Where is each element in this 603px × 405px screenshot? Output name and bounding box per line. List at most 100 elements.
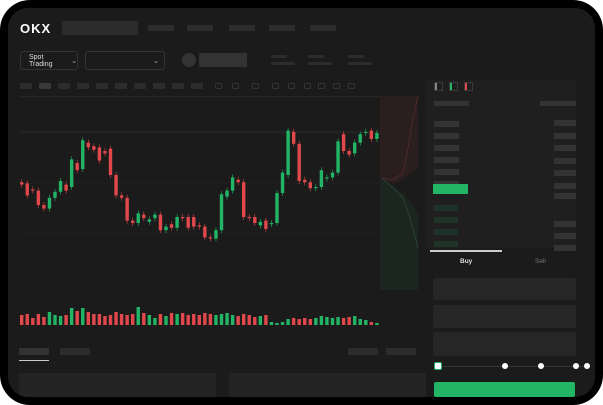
drawing-tool-icon[interactable] (272, 83, 279, 89)
pair-select[interactable]: ⌄ (85, 51, 165, 70)
candle-body (197, 225, 201, 227)
stat-label (308, 55, 324, 58)
slider-track[interactable] (440, 366, 588, 367)
timeframe-button[interactable] (153, 83, 165, 89)
pair-name (199, 53, 247, 67)
orderbook-both-icon[interactable] (434, 82, 443, 91)
timeframe-button[interactable] (39, 83, 51, 89)
drawing-tool-icon[interactable] (215, 83, 222, 89)
volume-bar (153, 318, 157, 325)
nav-item[interactable] (269, 25, 295, 31)
volume-bar (369, 322, 374, 325)
volume-bar (142, 313, 146, 325)
candle-body (242, 182, 246, 217)
candle-body (114, 175, 118, 196)
stat-value (271, 62, 295, 65)
candle-body (225, 190, 229, 197)
drawing-tool-icon[interactable] (348, 83, 355, 89)
candle-body (297, 143, 301, 181)
volume-bar (119, 314, 124, 325)
tab-history[interactable] (60, 348, 90, 355)
nav-item[interactable] (310, 25, 336, 31)
asset-card (229, 373, 426, 397)
drawing-tool-icon[interactable] (232, 83, 239, 89)
bid-amount (554, 221, 576, 227)
candle-body (286, 130, 290, 175)
slider-stop-25[interactable] (502, 363, 508, 369)
tab-underline (19, 360, 49, 361)
timeframe-button[interactable] (191, 83, 203, 89)
volume-bar (186, 315, 190, 325)
tab-open-orders[interactable] (19, 348, 49, 355)
candle-body (131, 220, 135, 223)
candle-body (364, 131, 368, 133)
candlestick-chart[interactable] (8, 8, 595, 397)
filter-button[interactable] (348, 348, 378, 355)
volume-bar (136, 307, 140, 325)
asset-card (19, 373, 216, 397)
volume-bar (330, 318, 335, 325)
tab-sell[interactable]: Sell (535, 258, 546, 265)
volume-bar (53, 315, 57, 325)
volume-bar (203, 313, 207, 325)
volume-bar (297, 319, 301, 325)
slider-stop-50[interactable] (538, 363, 544, 369)
timeframe-button[interactable] (172, 83, 184, 89)
orderbook-buy-icon[interactable] (449, 82, 458, 91)
depth-bids-area (380, 178, 418, 290)
candle-body (42, 205, 46, 209)
candle-body (47, 197, 52, 209)
ask-price (434, 145, 459, 151)
drawing-tool-icon[interactable] (288, 83, 295, 89)
spot-trading-dropdown[interactable]: Spot Trading ⌄ (20, 51, 78, 70)
volume-bar (97, 314, 102, 325)
timeframe-button[interactable] (58, 83, 70, 89)
candle-body (20, 182, 24, 185)
candle-body (58, 181, 63, 192)
tab-buy[interactable]: Buy (460, 258, 473, 265)
nav-item[interactable] (148, 25, 174, 31)
timeframe-button[interactable] (96, 83, 108, 89)
nav-item[interactable] (229, 25, 255, 31)
ask-amount (554, 132, 576, 139)
candle-body (236, 179, 240, 183)
slider-stop-75[interactable] (573, 363, 579, 369)
amount-input[interactable] (433, 305, 576, 328)
drawing-tool-icon[interactable] (333, 83, 340, 89)
candle-body (136, 213, 140, 223)
nav-item[interactable] (187, 25, 213, 31)
candle-body (330, 172, 335, 178)
price-input[interactable] (433, 278, 576, 300)
slider-handle[interactable] (434, 362, 442, 370)
candle-body (25, 183, 29, 196)
search-bar[interactable] (62, 21, 138, 35)
volume-bar (175, 314, 179, 325)
bid-amount (554, 245, 576, 251)
candle-body (119, 195, 124, 198)
total-input[interactable] (433, 332, 576, 356)
timeframe-button[interactable] (115, 83, 127, 89)
candle-body (69, 159, 74, 187)
filter-button[interactable] (386, 348, 416, 355)
timeframe-button[interactable] (134, 83, 146, 89)
orderbook-sell-icon[interactable] (464, 82, 473, 91)
buy-button[interactable] (434, 382, 575, 397)
volume-bar (103, 316, 107, 325)
timeframe-button[interactable] (77, 83, 89, 89)
candle-body (303, 179, 307, 183)
candle-body (269, 223, 274, 225)
ask-amount (554, 145, 576, 151)
timeframe-button[interactable] (20, 83, 32, 89)
drawing-tool-icon[interactable] (252, 83, 259, 89)
volume-bar (319, 316, 324, 325)
drawing-tool-icon[interactable] (318, 83, 325, 89)
volume-bar (208, 314, 213, 325)
volume-bar (131, 314, 135, 325)
volume-bar (197, 315, 201, 325)
slider-stop-100[interactable] (584, 363, 590, 369)
bid-amount (554, 233, 576, 239)
candle-body (186, 217, 190, 228)
drawing-tool-icon[interactable] (304, 83, 311, 89)
candle-body (31, 189, 35, 191)
